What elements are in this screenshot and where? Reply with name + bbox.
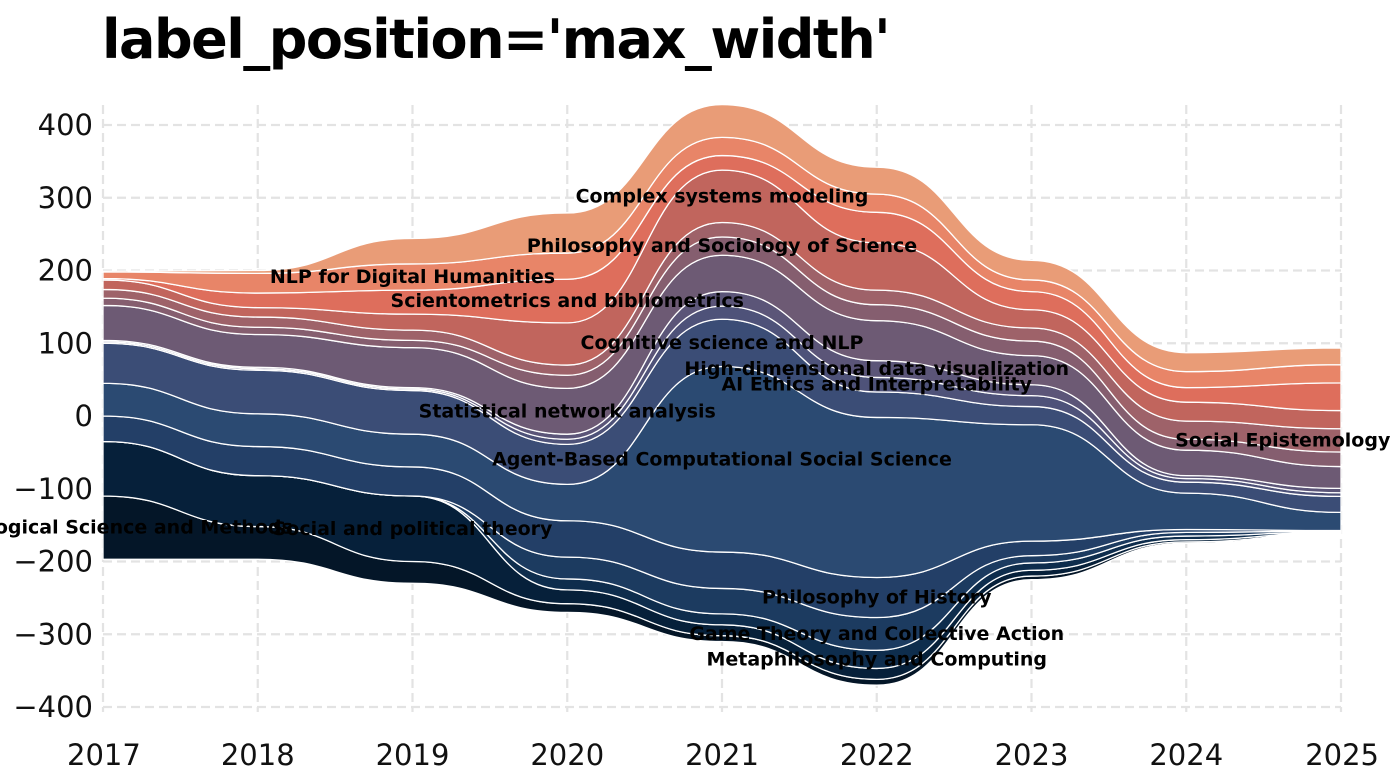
stream-label-ai-ethics-and-interpretability: AI Ethics and Interpretability [721,374,1032,396]
stream-label-scientometrics-and-bibliometrics: Scientometrics and bibliometrics [391,290,744,312]
y-tick-label: −100 [13,472,93,506]
stream-label-metaphilosophy-and-computing: Metaphilosophy and Computing [706,648,1047,670]
x-tick-label: 2023 [995,738,1069,772]
x-tick-label: 2024 [1149,738,1223,772]
stream-labels: Psychological Science and MethodsSocial … [0,185,1397,670]
x-tick-label: 2017 [67,738,141,772]
stream-label-game-theory-and-collective-action: Game Theory and Collective Action [689,623,1064,645]
x-tick-label: 2025 [1305,738,1379,772]
stream-label-statistical-network-analysis: Statistical network analysis [419,400,716,422]
y-tick-label: 100 [38,326,93,360]
stream-label-philosophy-and-sociology-of-science: Philosophy and Sociology of Science [527,235,917,257]
stream-label-complex-systems-modeling: Complex systems modeling [576,185,869,207]
stream-label-high-dimensional-data-visualization: High-dimensional data visualization [684,358,1069,380]
chart-title: label_position='max_width' [102,8,891,71]
x-tick-label: 2019 [376,738,450,772]
x-tick-label: 2022 [840,738,914,772]
y-tick-label: −300 [13,617,93,651]
stream-label-cognitive-science-and-nlp: Cognitive science and NLP [581,332,864,354]
y-tick-label: 200 [38,254,93,288]
stream-layer-top [102,103,1342,373]
x-tick-label: 2018 [221,738,295,772]
y-tick-label: −400 [13,690,93,724]
y-tick-label: 300 [38,181,93,215]
y-tick-label: 0 [75,399,93,433]
stream-label-social-and-political-theory: Social and political theory [273,518,553,540]
stream-label-nlp-for-digital-humanities: NLP for Digital Humanities [270,266,555,288]
axes: −400 −300 −200 −100 0 100 200 300 400 2017 2018 201… [13,108,1379,772]
stream-layers [102,103,1342,686]
stream-label-agent-based-computational-social-science: Agent-Based Computational Social Science [492,448,952,470]
y-tick-label: 400 [38,108,93,142]
x-tick-label: 2020 [530,738,604,772]
y-tick-label: −200 [13,545,93,579]
stream-label-psychological-science-and-methods: Psychological Science and Methods [0,517,293,539]
stream-label-social-epistemology-of-science: Social Epistemology of Science [1175,429,1397,451]
x-tick-label: 2021 [685,738,759,772]
stream-label-philosophy-of-history: Philosophy of History [762,587,992,609]
